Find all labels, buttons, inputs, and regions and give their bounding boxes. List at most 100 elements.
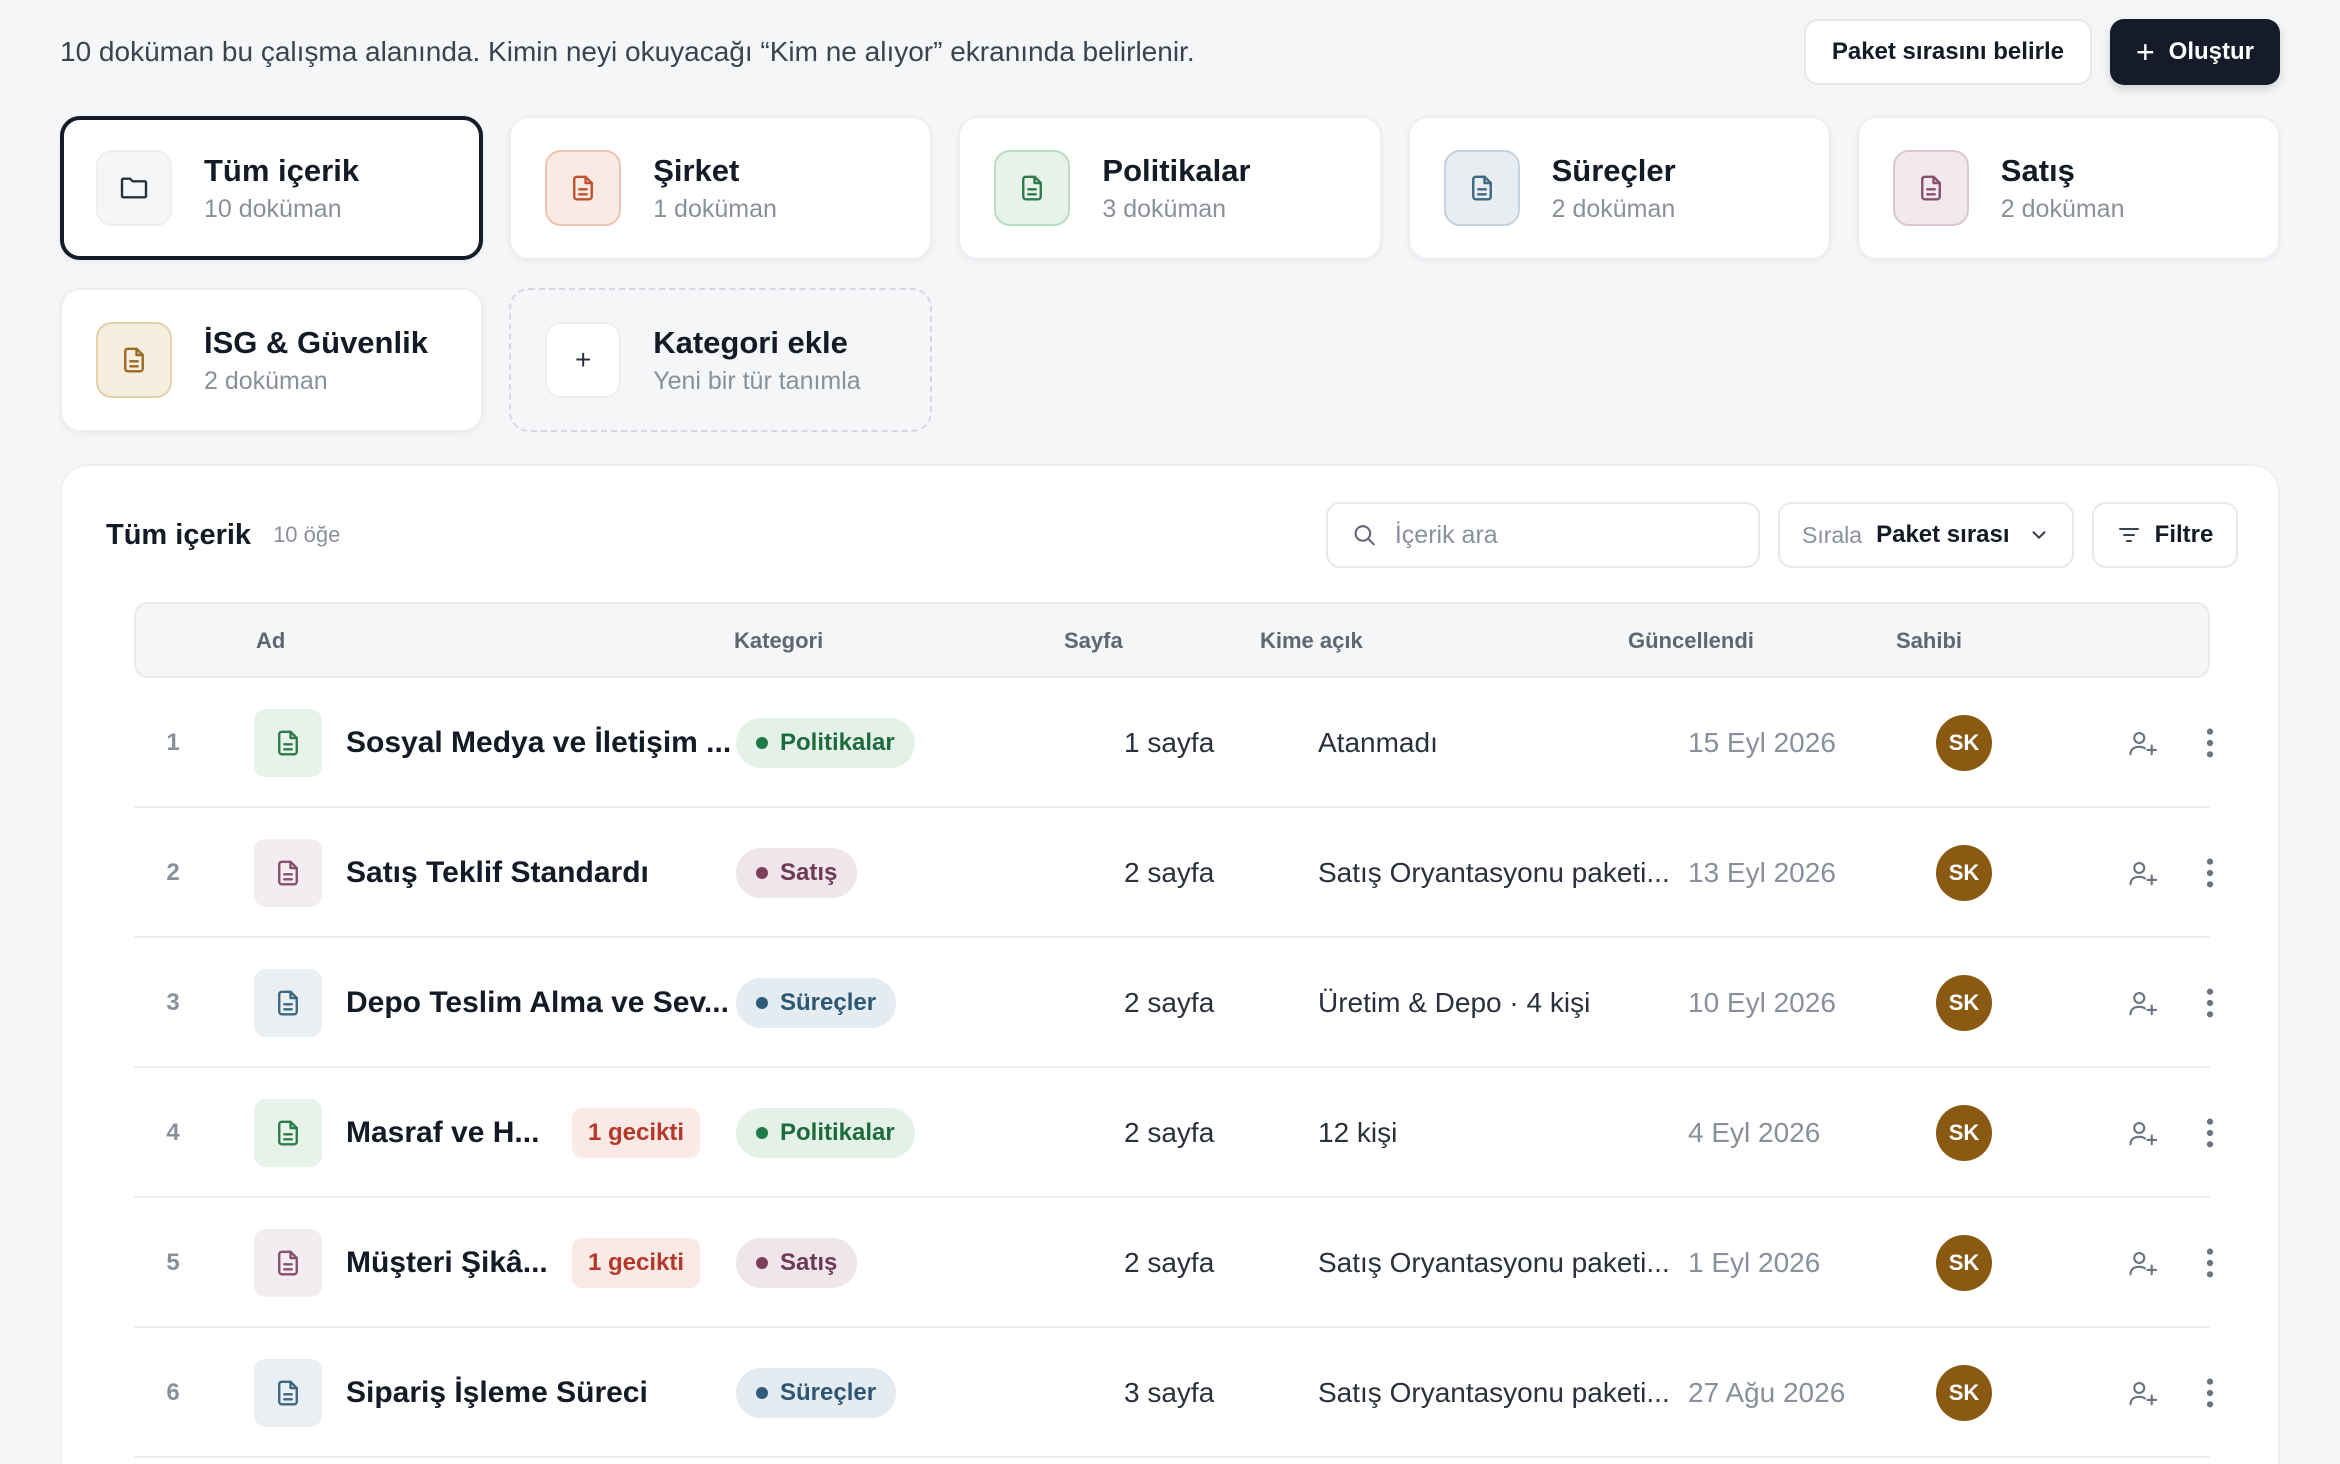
category-title: Şirket	[653, 152, 740, 188]
category-card[interactable]: Satış 2 doküman	[1856, 116, 2280, 260]
page-count: 2 sayfa	[1124, 987, 1215, 1018]
page-count: 2 sayfa	[1124, 857, 1215, 888]
category-card[interactable]: Tüm içerik 10 doküman	[60, 116, 484, 260]
table-row[interactable]: 3 Depo Teslim Alma ve Sev... Süreçler 2 …	[134, 938, 2214, 1068]
category-dot	[756, 1387, 768, 1399]
category-badge: Politikalar	[736, 1108, 915, 1158]
more-options-icon[interactable]	[2200, 1376, 2220, 1410]
owner-avatar[interactable]: SK	[1936, 975, 1992, 1031]
content-panel: Tüm içerik 10 öğe Sırala Paket sırası Fi…	[60, 464, 2280, 1464]
access-info: Atanmadı	[1318, 727, 1438, 758]
add-category-card[interactable]: + Kategori ekle Yeni bir tür tanımla	[509, 288, 933, 432]
column-header-owner[interactable]: Sahibi	[1896, 628, 1963, 653]
row-number: 3	[166, 989, 180, 1016]
search-icon	[1354, 525, 1375, 546]
table-row[interactable]: 5 Müşteri Şikâ... 1 gecikti Satış 2 sayf…	[134, 1198, 2214, 1328]
category-card[interactable]: İSG & Güvenlik 2 doküman	[60, 288, 484, 432]
panel-title: Tüm içerik	[106, 518, 252, 551]
search-input[interactable]	[1394, 520, 1734, 550]
category-title: Süreçler	[1551, 152, 1676, 188]
category-badge-label: Satış	[780, 1249, 838, 1276]
category-badge-label: Politikalar	[780, 1119, 895, 1146]
category-badge: Süreçler	[736, 1368, 897, 1418]
panel-header: Tüm içerik 10 öğe Sırala Paket sırası Fi…	[106, 502, 2238, 568]
category-dot	[756, 1257, 768, 1269]
top-actions: Paket sırasını belirle + Oluştur	[1803, 19, 2280, 85]
document-icon	[254, 709, 322, 777]
category-subtitle: 1 doküman	[653, 194, 777, 223]
more-options-icon[interactable]	[2200, 986, 2220, 1020]
column-header-category[interactable]: Kategori	[734, 628, 824, 653]
table-body: 1 Sosyal Medya ve İletişim ... Politikal…	[134, 678, 2214, 1458]
more-options-icon[interactable]	[2200, 856, 2220, 890]
document-name[interactable]: Satış Teklif Standardı	[346, 856, 649, 889]
category-dot	[756, 737, 768, 749]
category-badge-label: Politikalar	[780, 729, 895, 756]
assign-user-icon[interactable]	[2128, 858, 2158, 888]
category-card-text: Süreçler 2 doküman	[1552, 153, 1676, 224]
more-options-icon[interactable]	[2200, 1116, 2220, 1150]
document-name[interactable]: Depo Teslim Alma ve Sev...	[346, 986, 729, 1019]
assign-user-icon[interactable]	[2128, 988, 2158, 1018]
table-row[interactable]: 1 Sosyal Medya ve İletişim ... Politikal…	[134, 678, 2214, 808]
document-name[interactable]: Müşteri Şikâ...	[346, 1246, 548, 1279]
category-card[interactable]: Şirket 1 doküman	[509, 116, 933, 260]
assign-user-icon[interactable]	[2128, 1378, 2158, 1408]
category-card-text: Şirket 1 doküman	[653, 153, 777, 224]
document-name[interactable]: Sipariş İşleme Süreci	[346, 1376, 648, 1409]
category-card[interactable]: Politikalar 3 doküman	[958, 116, 1382, 260]
access-info: Satış Oryantasyonu paketi...	[1318, 857, 1670, 888]
table-row[interactable]: 6 Sipariş İşleme Süreci Süreçler 3 sayfa…	[134, 1328, 2214, 1458]
owner-avatar[interactable]: SK	[1936, 1235, 1992, 1291]
plus-icon: +	[545, 322, 622, 398]
assign-user-icon[interactable]	[2128, 1248, 2158, 1278]
column-header-name[interactable]: Ad	[256, 628, 286, 653]
category-badge-label: Süreçler	[780, 1379, 877, 1406]
document-icon	[254, 1229, 322, 1297]
column-header-pages[interactable]: Sayfa	[1064, 628, 1123, 653]
category-badge-label: Satış	[780, 859, 838, 886]
sort-label: Sırala	[1802, 521, 1863, 548]
more-options-icon[interactable]	[2200, 726, 2220, 760]
category-badge: Satış	[736, 848, 858, 898]
category-title: Kategori ekle	[653, 324, 848, 360]
sort-value: Paket sırası	[1876, 521, 2010, 548]
category-card-text: Politikalar 3 doküman	[1102, 153, 1250, 224]
create-button-label: Oluştur	[2168, 38, 2254, 65]
owner-avatar[interactable]: SK	[1936, 1365, 1992, 1421]
category-title: Tüm içerik	[204, 152, 360, 188]
owner-avatar[interactable]: SK	[1936, 1105, 1992, 1161]
create-button[interactable]: + Oluştur	[2109, 19, 2280, 85]
search-box[interactable]	[1326, 502, 1760, 568]
sort-select[interactable]: Sırala Paket sırası	[1778, 502, 2074, 568]
page-count: 3 sayfa	[1124, 1377, 1215, 1408]
row-number: 5	[166, 1249, 180, 1276]
filter-label: Filtre	[2154, 521, 2214, 548]
category-card[interactable]: Süreçler 2 doküman	[1407, 116, 1831, 260]
document-icon	[545, 150, 622, 226]
row-number: 1	[166, 729, 180, 756]
owner-avatar[interactable]: SK	[1936, 715, 1992, 771]
category-card-text: Kategori ekle Yeni bir tür tanımla	[653, 325, 861, 396]
access-info: 12 kişi	[1318, 1117, 1398, 1148]
assign-user-icon[interactable]	[2128, 1118, 2158, 1148]
row-number: 6	[166, 1379, 180, 1406]
more-options-icon[interactable]	[2200, 1246, 2220, 1280]
top-bar: 10 doküman bu çalışma alanında. Kimin ne…	[60, 14, 2280, 90]
set-package-order-button[interactable]: Paket sırasını belirle	[1803, 19, 2092, 85]
document-name[interactable]: Masraf ve H...	[346, 1116, 540, 1149]
column-header-access[interactable]: Kime açık	[1260, 628, 1363, 653]
assign-user-icon[interactable]	[2128, 728, 2158, 758]
filter-button[interactable]: Filtre	[2092, 502, 2238, 568]
column-header-updated[interactable]: Güncellendi	[1628, 628, 1754, 653]
updated-date: 13 Eyl 2026	[1688, 857, 1836, 888]
updated-date: 4 Eyl 2026	[1688, 1117, 1821, 1148]
category-subtitle: 2 doküman	[204, 366, 328, 395]
access-info: Üretim & Depo · 4 kişi	[1318, 987, 1591, 1018]
table-row[interactable]: 4 Masraf ve H... 1 gecikti Politikalar 2…	[134, 1068, 2214, 1198]
item-count: 10 öğe	[273, 522, 341, 547]
category-title: İSG & Güvenlik	[204, 324, 428, 360]
table-row[interactable]: 2 Satış Teklif Standardı Satış 2 sayfa S…	[134, 808, 2214, 938]
owner-avatar[interactable]: SK	[1936, 845, 1992, 901]
document-name[interactable]: Sosyal Medya ve İletişim ...	[346, 726, 732, 759]
